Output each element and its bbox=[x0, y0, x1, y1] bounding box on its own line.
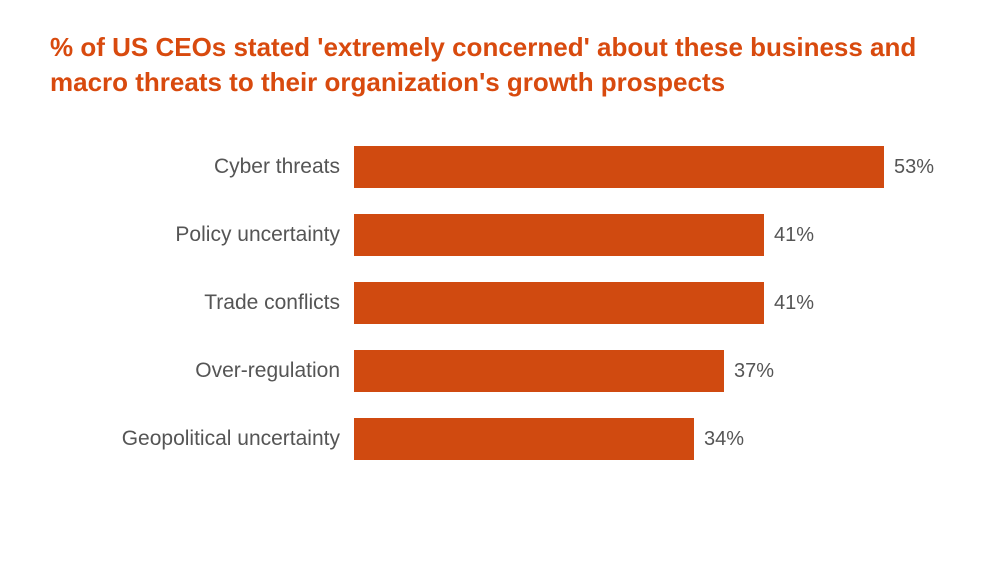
chart-row: Policy uncertainty 41% bbox=[50, 208, 950, 262]
bar-wrap: 34% bbox=[354, 418, 954, 460]
bar-wrap: 41% bbox=[354, 282, 954, 324]
value-label: 41% bbox=[774, 292, 814, 315]
value-label: 34% bbox=[704, 428, 744, 451]
bar bbox=[354, 214, 764, 256]
chart-container: % of US CEOs stated 'extremely concerned… bbox=[0, 0, 1000, 563]
bar-wrap: 37% bbox=[354, 350, 954, 392]
chart-title: % of US CEOs stated 'extremely concerned… bbox=[50, 30, 950, 100]
bar bbox=[354, 282, 764, 324]
category-label: Cyber threats bbox=[50, 155, 354, 179]
category-label: Over-regulation bbox=[50, 359, 354, 383]
category-label: Trade conflicts bbox=[50, 291, 354, 315]
bar-chart: Cyber threats53%Policy uncertainty41%Tra… bbox=[50, 140, 950, 466]
value-label: 53% bbox=[894, 156, 934, 179]
bar-wrap: 41% bbox=[354, 214, 954, 256]
chart-row: Trade conflicts 41% bbox=[50, 276, 950, 330]
category-label: Policy uncertainty bbox=[50, 223, 354, 247]
bar bbox=[354, 418, 694, 460]
value-label: 37% bbox=[734, 360, 774, 383]
bar bbox=[354, 350, 724, 392]
chart-row: Over-regulation 37% bbox=[50, 344, 950, 398]
chart-row: Geopolitical uncertainty 34% bbox=[50, 412, 950, 466]
chart-row: Cyber threats 53% bbox=[50, 140, 950, 194]
value-label: 41% bbox=[774, 224, 814, 247]
bar bbox=[354, 146, 884, 188]
category-label: Geopolitical uncertainty bbox=[50, 427, 354, 451]
bar-wrap: 53% bbox=[354, 146, 954, 188]
